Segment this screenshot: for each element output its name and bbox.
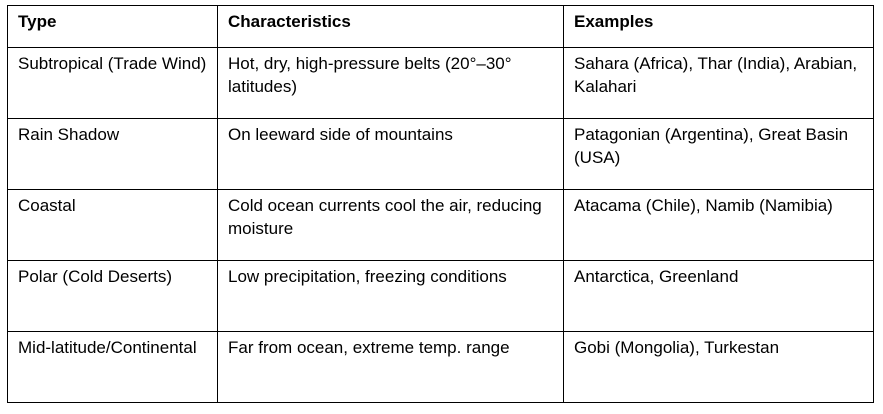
table-row: Mid-latitude/Continental Far from ocean,… (7, 331, 874, 403)
table-row: Subtropical (Trade Wind) Hot, dry, high-… (7, 47, 874, 119)
examples-cell: Atacama (Chile), Namib (Namibia) (563, 189, 874, 261)
type-cell: Subtropical (Trade Wind) (7, 47, 218, 119)
table-row: Rain Shadow On leeward side of mountains… (7, 118, 874, 190)
header-characteristics: Characteristics (217, 5, 564, 48)
characteristics-cell: Hot, dry, high-pressure belts (20°–30° l… (217, 47, 564, 119)
characteristics-cell: Far from ocean, extreme temp. range (217, 331, 564, 403)
characteristics-cell: Cold ocean currents cool the air, reduci… (217, 189, 564, 261)
desert-types-table: Type Characteristics Examples Subtropica… (7, 5, 874, 403)
examples-cell: Gobi (Mongolia), Turkestan (563, 331, 874, 403)
table-row: Coastal Cold ocean currents cool the air… (7, 189, 874, 261)
table-row: Polar (Cold Deserts) Low precipitation, … (7, 260, 874, 332)
header-row: Type Characteristics Examples (7, 5, 874, 48)
examples-cell: Patagonian (Argentina), Great Basin (USA… (563, 118, 874, 190)
type-cell: Polar (Cold Deserts) (7, 260, 218, 332)
examples-cell: Sahara (Africa), Thar (India), Arabian, … (563, 47, 874, 119)
type-cell: Coastal (7, 189, 218, 261)
characteristics-cell: Low precipitation, freezing conditions (217, 260, 564, 332)
examples-cell: Antarctica, Greenland (563, 260, 874, 332)
table-header: Type Characteristics Examples (7, 5, 874, 48)
table-body: Subtropical (Trade Wind) Hot, dry, high-… (7, 47, 874, 403)
type-cell: Mid-latitude/Continental (7, 331, 218, 403)
header-examples: Examples (563, 5, 874, 48)
header-type: Type (7, 5, 218, 48)
characteristics-cell: On leeward side of mountains (217, 118, 564, 190)
type-cell: Rain Shadow (7, 118, 218, 190)
